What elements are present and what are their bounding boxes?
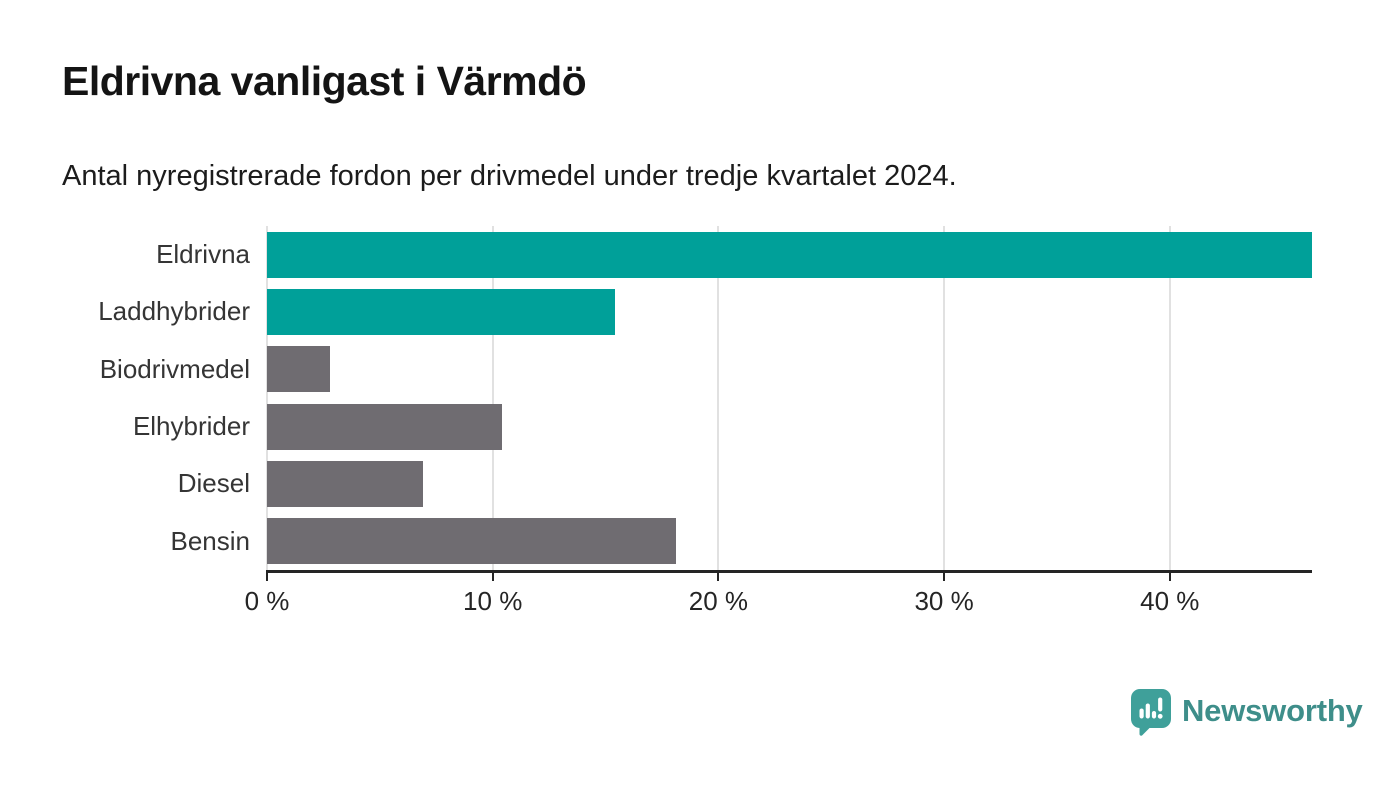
x-axis-tick-label: 30 % — [914, 586, 974, 616]
bar-row: Elhybrider — [133, 398, 1312, 455]
bar-row: Laddhybrider — [98, 283, 1312, 340]
category-label: Elhybrider — [132, 411, 250, 442]
x-axis-tick — [491, 570, 494, 581]
x-axis-tick — [1168, 570, 1171, 581]
bar-diesel — [267, 460, 423, 507]
x-axis-tick-label: 10 % — [463, 586, 523, 616]
bar-laddhybrider — [267, 288, 615, 335]
newsworthy-logo-text: Newsworthy — [1182, 693, 1363, 728]
bar-biodrivmedel — [267, 346, 331, 393]
chart-title: Eldrivna vanligast i Värmdö — [62, 58, 587, 104]
bar-row: Diesel — [178, 455, 1312, 512]
badge-bubble-shape — [1131, 689, 1171, 736]
bar-elhybrider — [267, 403, 502, 450]
category-label: Eldrivna — [156, 239, 250, 270]
bar-row: Bensin — [171, 513, 1312, 570]
bar-row: Biodrivmedel — [100, 341, 1312, 398]
gridline — [491, 226, 494, 570]
gridline — [943, 226, 946, 570]
bar-chart-plot-area: Eldrivna Laddhybrider Biodrivmedel Elhybrid… — [98, 226, 1312, 570]
category-label: Bensin — [170, 525, 251, 556]
x-axis-tick — [717, 570, 720, 581]
x-axis-line — [267, 570, 1312, 573]
x-axis-tick-label: 0 % — [244, 586, 290, 616]
x-axis-tick-label: 40 % — [1140, 586, 1200, 616]
gridline — [717, 226, 720, 570]
x-axis-tick — [943, 570, 946, 581]
chart-subtitle: Antal nyregistrerade fordon per drivmede… — [62, 160, 957, 192]
bar-chart-exclamation-icon — [1139, 697, 1163, 719]
x-axis: 0 % 10 % 20 % 30 % 40 % — [245, 570, 1312, 630]
bar-row: Eldrivna — [156, 226, 1312, 283]
category-label: Laddhybrider — [98, 296, 250, 327]
newsworthy-logo: Newsworthy — [1130, 688, 1363, 736]
x-axis-tick-label: 20 % — [688, 586, 749, 616]
bar-eldrivna — [267, 231, 1312, 278]
gridline — [266, 226, 268, 570]
x-axis-tick — [266, 570, 268, 581]
category-label: Diesel — [177, 468, 250, 499]
gridline — [1168, 226, 1171, 570]
newsworthy-badge-icon — [1131, 689, 1171, 736]
bar-bensin — [267, 518, 676, 565]
category-label: Biodrivmedel — [99, 353, 250, 384]
